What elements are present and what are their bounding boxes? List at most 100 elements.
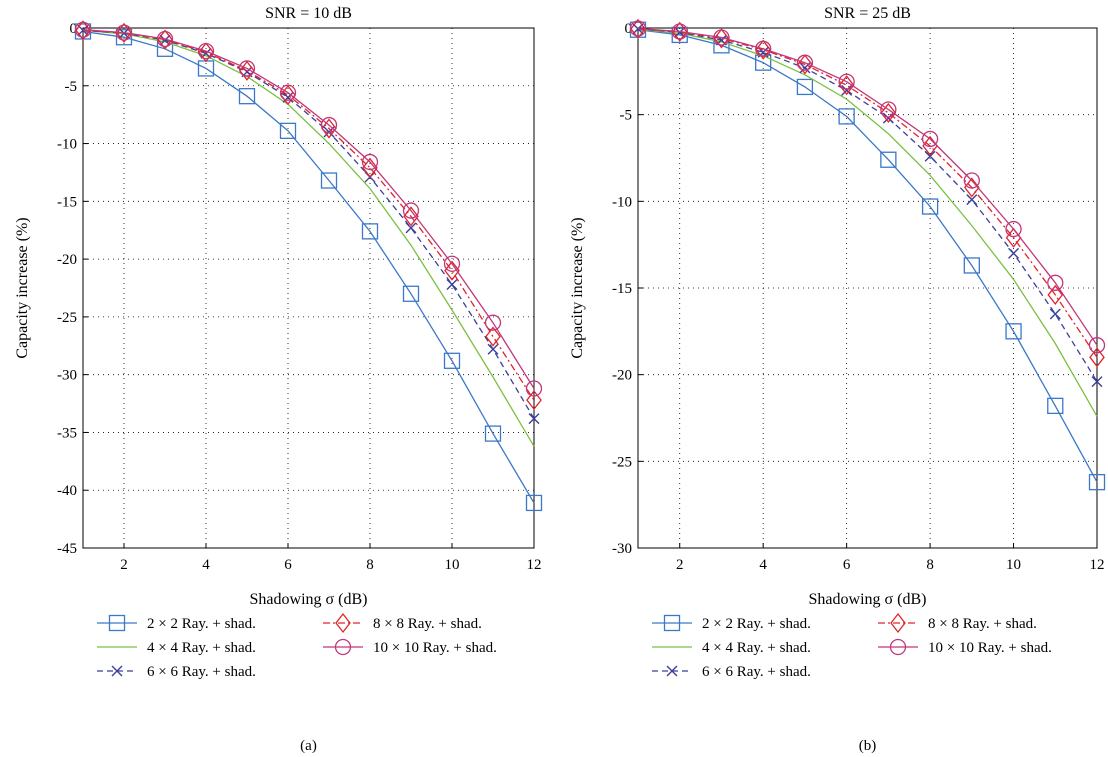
series-path (82, 29, 535, 419)
y-tick-label: -25 (57, 310, 77, 326)
x-tick-label: 10 (445, 557, 460, 573)
legend-label: 8 × 8 Ray. + shad. (373, 616, 482, 632)
data-point-square (443, 352, 461, 369)
data-point-diamond (239, 60, 255, 81)
data-point-x (966, 194, 978, 206)
legend-label: 4 × 4 Ray. + shad. (147, 640, 256, 656)
legend-label: 6 × 6 Ray. + shad. (702, 664, 811, 680)
legend: 2 × 2 Ray. + shad. 4 × 4 Ray. + shad. 6 × … (652, 612, 1052, 680)
legend-item-3: 6 × 6 Ray. + shad. (652, 664, 811, 680)
y-tick-label: -5 (65, 79, 78, 95)
data-point-square (1005, 323, 1022, 340)
data-point-diamond (890, 612, 906, 634)
data-point-square (484, 425, 502, 442)
x-tick-label: 4 (202, 557, 210, 573)
data-point-diamond (880, 102, 897, 123)
data-point-x (487, 343, 499, 355)
data-point-circle (361, 153, 379, 171)
series-line-5 (629, 20, 1106, 354)
y-tick-label: -15 (57, 194, 77, 210)
legend: 2 × 2 Ray. + shad. 4 × 4 Ray. + shad. 6 × … (97, 612, 497, 680)
data-point-square (880, 151, 897, 168)
series-line-1 (629, 21, 1106, 491)
data-point-diamond (335, 612, 351, 634)
data-point-square (663, 614, 681, 632)
chart-panel-1: 2 4 6 8 10 12 0 -5 -10 -15 -20 -25 -30 -35 -40 -45 SNR =… (14, 5, 543, 754)
data-point-circle (197, 42, 215, 60)
x-tick-label: 8 (926, 557, 934, 573)
data-point-square (238, 88, 256, 105)
data-point-circle (443, 255, 461, 272)
chart-title: SNR = 25 dB (824, 5, 911, 22)
data-point-circle (156, 30, 174, 48)
data-point-square (921, 198, 939, 215)
y-tick-label: -25 (612, 454, 632, 470)
legend-item-3: 6 × 6 Ray. + shad. (97, 664, 256, 680)
y-tick-label: 0 (625, 21, 633, 37)
legend-item-2: 4 × 4 Ray. + shad. (97, 640, 256, 656)
series-line-5 (74, 21, 543, 397)
data-point-square (108, 614, 126, 632)
y-axis-label: Capacity increase (%) (14, 217, 31, 358)
x-tick-label: 12 (1090, 557, 1105, 573)
data-point-diamond (403, 206, 419, 227)
series-path (82, 29, 535, 447)
data-point-diamond (838, 75, 855, 96)
series-path (82, 30, 535, 504)
legend-label: 6 × 6 Ray. + shad. (147, 664, 256, 680)
data-point-diamond (526, 390, 542, 411)
data-point-diamond (713, 28, 730, 49)
data-point-x (1091, 376, 1103, 388)
data-point-x (924, 150, 936, 162)
legend-item-1: 2 × 2 Ray. + shad. (652, 614, 811, 632)
plot-frame (82, 27, 535, 549)
data-point-x (1008, 247, 1020, 259)
x-tick-label: 8 (366, 557, 374, 573)
data-point-circle (320, 116, 338, 134)
data-point-square (279, 122, 297, 139)
data-point-circle (671, 23, 688, 40)
data-point-diamond (280, 84, 296, 106)
data-point-diamond (755, 39, 772, 60)
legend-item-4: 8 × 8 Ray. + shad. (323, 612, 482, 634)
y-tick-label: -15 (612, 281, 632, 297)
data-point-diamond (485, 326, 501, 347)
y-tick-label: -30 (612, 541, 632, 557)
data-point-x (446, 279, 458, 291)
data-point-x (528, 413, 540, 425)
x-tick-label: 10 (1006, 557, 1021, 573)
data-point-x (666, 665, 678, 677)
data-point-diamond (75, 20, 91, 41)
data-point-circle (963, 172, 980, 189)
data-point-circle (1047, 274, 1064, 291)
chart-title: SNR = 10 dB (265, 5, 352, 22)
data-point-square (1088, 473, 1106, 491)
y-tick-label: -35 (57, 425, 77, 441)
data-point-square (361, 223, 379, 240)
y-tick-label: -20 (57, 252, 77, 268)
data-point-diamond (444, 260, 460, 281)
data-point-circle (889, 638, 907, 656)
series-line-3 (77, 24, 540, 425)
series-line-4 (75, 20, 542, 411)
series-line-1 (74, 23, 543, 512)
y-tick-label: -45 (57, 541, 77, 557)
legend-label: 10 × 10 Ray. + shad. (928, 640, 1052, 656)
x-tick-label: 12 (527, 557, 542, 573)
data-point-diamond (157, 29, 173, 50)
x-axis-label: Shadowing σ (dB) (250, 591, 368, 608)
data-point-circle (1088, 337, 1106, 354)
data-point-diamond (671, 21, 688, 42)
data-point-circle (838, 73, 855, 90)
legend-label: 4 × 4 Ray. + shad. (702, 640, 811, 656)
data-point-x (111, 665, 123, 677)
x-tick-label: 4 (759, 557, 767, 573)
y-tick-label: -30 (57, 368, 77, 384)
series-line-2 (82, 29, 535, 447)
data-point-circle (238, 60, 256, 77)
data-point-diamond (321, 118, 337, 139)
y-tick-label: -10 (57, 137, 77, 153)
legend-label: 2 × 2 Ray. + shad. (702, 616, 811, 632)
data-point-circle (279, 84, 297, 101)
